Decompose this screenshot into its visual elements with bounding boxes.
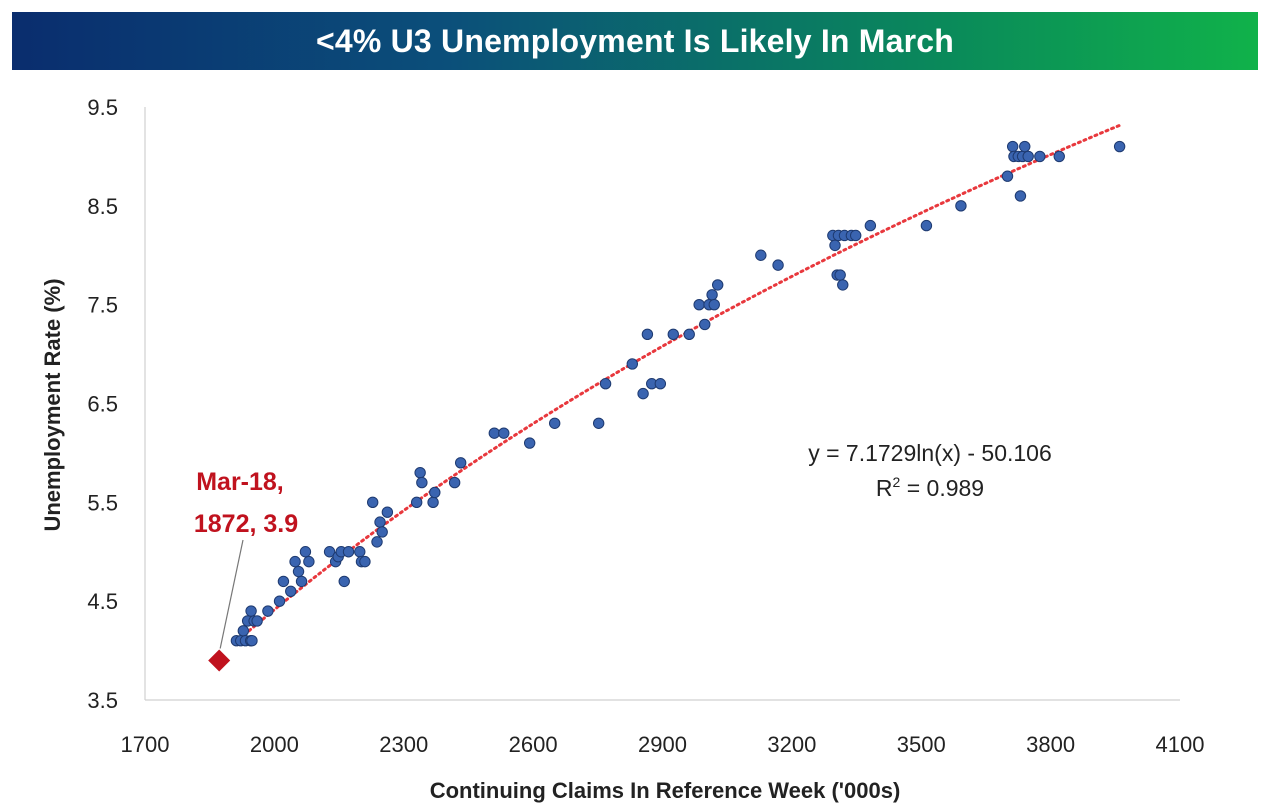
data-points xyxy=(208,140,1126,672)
data-point xyxy=(626,358,639,370)
data-point xyxy=(706,289,718,301)
data-point xyxy=(1014,190,1027,202)
chart-title-bar: <4% U3 Unemployment Is Likely In March xyxy=(12,12,1258,70)
y-axis-title: Unemployment Rate (%) xyxy=(40,278,65,531)
y-tick-label: 6.5 xyxy=(87,392,118,417)
axes xyxy=(144,107,1180,701)
data-point xyxy=(755,249,767,261)
y-tick-label: 9.5 xyxy=(87,95,118,120)
data-point xyxy=(277,575,290,588)
data-point xyxy=(488,427,501,439)
data-point xyxy=(381,506,394,518)
callout-line-2: 1872, 3.9 xyxy=(194,510,298,538)
data-point xyxy=(637,387,649,400)
data-point xyxy=(299,546,312,558)
data-point xyxy=(955,200,967,212)
data-point xyxy=(262,605,274,617)
data-point xyxy=(1019,140,1031,153)
data-point xyxy=(712,279,724,291)
data-point xyxy=(414,466,426,479)
x-tick-label: 1700 xyxy=(121,732,170,757)
y-tick-label: 7.5 xyxy=(87,293,118,318)
x-tick-label: 2300 xyxy=(379,732,428,757)
data-point xyxy=(523,437,536,449)
data-point xyxy=(416,476,428,489)
data-point xyxy=(371,536,383,548)
x-tick-label: 2900 xyxy=(638,732,687,757)
callout-line-1: Mar-18, xyxy=(196,468,284,496)
data-point xyxy=(772,259,784,271)
data-point xyxy=(834,269,846,281)
data-point xyxy=(448,476,461,489)
highlight-point-diamond xyxy=(208,649,231,672)
data-point xyxy=(376,526,388,538)
data-point xyxy=(246,635,258,647)
tick-labels: 1700 2000 2300 2600 2900 3200 3500 3800 4100 3.5 4… xyxy=(87,95,1204,757)
data-point xyxy=(237,625,250,637)
x-tick-label: 3800 xyxy=(1026,732,1075,757)
data-point xyxy=(1001,170,1014,182)
data-point xyxy=(667,328,679,341)
data-point xyxy=(708,298,720,311)
data-point xyxy=(498,427,510,439)
data-point xyxy=(864,219,877,232)
x-axis-title: Continuing Claims In Reference Week ('00… xyxy=(430,778,901,803)
data-point xyxy=(342,546,355,558)
x-tick-label: 4100 xyxy=(1156,732,1205,757)
data-point xyxy=(1053,150,1065,163)
data-point xyxy=(1034,150,1046,163)
data-point xyxy=(354,546,366,558)
data-point xyxy=(837,279,849,291)
data-point xyxy=(654,378,667,390)
data-point xyxy=(683,328,695,341)
y-tick-label: 4.5 xyxy=(87,589,118,614)
data-point xyxy=(295,575,308,588)
data-point xyxy=(599,378,612,390)
trendline xyxy=(238,123,1122,641)
data-point xyxy=(850,229,862,242)
data-point xyxy=(245,605,257,617)
trend-equation: y = 7.1729ln(x) - 50.106 xyxy=(808,440,1052,466)
data-point xyxy=(273,595,286,607)
data-point xyxy=(359,555,371,568)
data-point xyxy=(374,516,386,528)
data-point xyxy=(454,457,467,469)
x-tick-label: 2000 xyxy=(250,732,299,757)
data-point xyxy=(1006,140,1019,153)
data-point xyxy=(548,417,561,429)
x-tick-label: 3200 xyxy=(767,732,816,757)
data-point xyxy=(427,496,439,509)
data-point xyxy=(323,546,336,558)
data-point xyxy=(285,585,297,597)
y-tick-label: 5.5 xyxy=(87,490,118,515)
data-point xyxy=(367,496,379,509)
r-squared: R2 = 0.989 xyxy=(876,474,984,501)
data-point xyxy=(292,565,305,578)
data-point xyxy=(693,298,705,311)
data-point xyxy=(429,486,441,499)
callout: Mar-18, 1872, 3.9 xyxy=(194,468,298,649)
x-tick-label: 2600 xyxy=(509,732,558,757)
data-point xyxy=(303,555,315,568)
data-point xyxy=(410,496,423,509)
data-point xyxy=(829,239,841,252)
y-tick-label: 8.5 xyxy=(87,194,118,219)
y-tick-label: 3.5 xyxy=(87,688,118,713)
data-point xyxy=(920,219,933,232)
data-point xyxy=(699,318,711,331)
data-point xyxy=(1113,140,1126,153)
data-point xyxy=(592,417,605,429)
data-point xyxy=(338,575,350,588)
chart-title: <4% U3 Unemployment Is Likely In March xyxy=(315,22,955,59)
data-point xyxy=(1022,150,1034,163)
data-point xyxy=(641,328,654,341)
x-tick-label: 3500 xyxy=(897,732,946,757)
callout-leader-line xyxy=(219,539,244,649)
data-point xyxy=(289,555,301,568)
data-point xyxy=(251,615,263,627)
